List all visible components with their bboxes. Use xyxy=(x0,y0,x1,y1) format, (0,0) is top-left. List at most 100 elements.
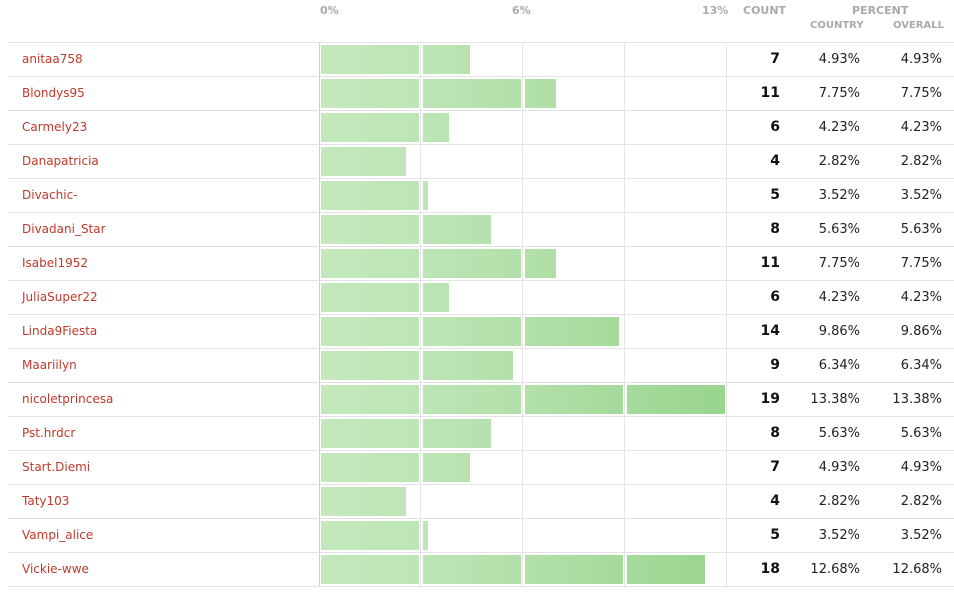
bar-segment xyxy=(423,113,449,142)
table-row: Start.Diemi 7 4.93% 4.93% xyxy=(8,451,954,485)
bar-area xyxy=(319,485,728,518)
bar-segment xyxy=(423,283,449,312)
gridline xyxy=(726,383,727,416)
gridline xyxy=(726,315,727,348)
table-row: Taty103 4 2.82% 2.82% xyxy=(8,485,954,519)
overall-percent: 12.68% xyxy=(892,562,942,577)
gridline xyxy=(522,179,523,212)
table-row: JuliaSuper22 6 4.23% 4.23% xyxy=(8,281,954,315)
count-value: 6 xyxy=(770,119,780,135)
axis-tick-mid: 6% xyxy=(512,4,531,17)
bar-area xyxy=(319,111,728,144)
user-link[interactable]: Maariilyn xyxy=(22,358,77,372)
gridline xyxy=(522,281,523,314)
gridline xyxy=(624,145,625,178)
gridline xyxy=(726,519,727,552)
table-row: Divadani_Star 8 5.63% 5.63% xyxy=(8,213,954,247)
country-percent: 4.23% xyxy=(818,290,860,305)
count-column-header: COUNT xyxy=(743,4,787,17)
bar xyxy=(321,215,491,244)
table-row: Pst.hrdcr 8 5.63% 5.63% xyxy=(8,417,954,451)
bar-segment xyxy=(423,555,521,584)
gridline xyxy=(522,383,523,416)
user-link[interactable]: anitaa758 xyxy=(22,52,83,66)
user-link[interactable]: Divadani_Star xyxy=(22,222,106,236)
gridline xyxy=(420,451,421,484)
bar xyxy=(321,351,513,380)
gridline xyxy=(726,179,727,212)
bar xyxy=(321,147,406,176)
bar-area xyxy=(319,247,728,280)
overall-percent: 2.82% xyxy=(900,494,942,509)
percent-column-header: PERCENT xyxy=(852,4,909,17)
bar xyxy=(321,419,491,448)
user-link[interactable]: JuliaSuper22 xyxy=(22,290,98,304)
user-link[interactable]: Divachic- xyxy=(22,188,78,202)
gridline xyxy=(726,213,727,246)
gridline xyxy=(726,111,727,144)
country-percent: 4.93% xyxy=(818,52,860,67)
table-row: Isabel1952 11 7.75% 7.75% xyxy=(8,247,954,281)
overall-percent: 5.63% xyxy=(900,426,942,441)
gridline xyxy=(726,553,727,586)
user-link[interactable]: Start.Diemi xyxy=(22,460,91,474)
gridline xyxy=(522,247,523,280)
user-link[interactable]: Taty103 xyxy=(22,494,70,508)
gridline xyxy=(624,281,625,314)
gridline xyxy=(522,111,523,144)
overall-percent: 3.52% xyxy=(900,188,942,203)
bar xyxy=(321,283,449,312)
bar-area xyxy=(319,451,728,484)
gridline xyxy=(522,349,523,382)
gridline xyxy=(420,179,421,212)
count-value: 14 xyxy=(760,323,780,339)
overall-percent: 6.34% xyxy=(900,358,942,373)
user-link[interactable]: Isabel1952 xyxy=(22,256,89,270)
overall-column-header: OVERALL xyxy=(893,20,944,31)
bar-area xyxy=(319,553,728,586)
bar-area xyxy=(319,519,728,552)
overall-percent: 4.93% xyxy=(900,52,942,67)
count-value: 9 xyxy=(770,357,780,373)
bar-area xyxy=(319,349,728,382)
user-link[interactable]: Blondys95 xyxy=(22,86,85,100)
table-row: Vickie-wwe 18 12.68% 12.68% xyxy=(8,553,954,587)
country-percent: 3.52% xyxy=(818,188,860,203)
country-percent: 4.93% xyxy=(818,460,860,475)
user-link[interactable]: Vampi_alice xyxy=(22,528,94,542)
bar-segment xyxy=(321,385,419,414)
bar-area xyxy=(319,315,728,348)
bar-segment xyxy=(321,147,406,176)
user-link[interactable]: Vickie-wwe xyxy=(22,562,89,576)
overall-percent: 9.86% xyxy=(900,324,942,339)
gridline xyxy=(522,451,523,484)
user-link[interactable]: Danapatricia xyxy=(22,154,99,168)
country-percent: 12.68% xyxy=(810,562,860,577)
bar-segment xyxy=(423,215,491,244)
gridline xyxy=(624,43,625,76)
gridline xyxy=(420,43,421,76)
gridline xyxy=(726,349,727,382)
user-link[interactable]: nicoletprincesa xyxy=(22,392,114,406)
count-value: 4 xyxy=(770,153,780,169)
gridline xyxy=(624,553,625,586)
bar xyxy=(321,113,449,142)
table-row: Carmely23 6 4.23% 4.23% xyxy=(8,111,954,145)
bar-segment xyxy=(525,555,623,584)
gridline xyxy=(420,485,421,518)
gridline xyxy=(420,145,421,178)
gridline xyxy=(522,417,523,450)
overall-percent: 4.23% xyxy=(900,120,942,135)
bar-area xyxy=(319,77,728,110)
bar xyxy=(321,555,705,584)
user-link[interactable]: Linda9Fiesta xyxy=(22,324,98,338)
gridline xyxy=(319,553,320,586)
bar-segment xyxy=(321,181,419,210)
user-link[interactable]: Pst.hrdcr xyxy=(22,426,76,440)
user-link[interactable]: Carmely23 xyxy=(22,120,88,134)
country-percent: 9.86% xyxy=(818,324,860,339)
bar xyxy=(321,385,726,414)
axis-tick-max: 13% xyxy=(702,4,729,17)
country-percent: 2.82% xyxy=(818,494,860,509)
gridline xyxy=(319,281,320,314)
